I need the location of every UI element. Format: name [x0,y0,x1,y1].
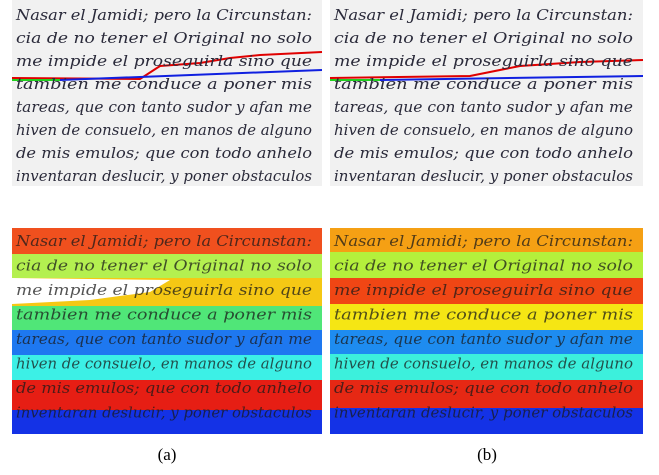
handwritten-line: tareas, que con tanto sudor y afan me [16,98,312,116]
handwritten-line: de mis emulos; que con todo anhelo [334,379,633,397]
handwritten-line: tambien me conduce a poner mis [16,306,312,324]
handwritten-line: me impide el proseguirla sino que [16,281,312,299]
handwritten-line: me impide el proseguirla sino que [334,52,633,70]
handwritten-line: hiven de consuelo, en manos de alguno [16,121,312,139]
baseline-blue [379,75,644,81]
band [12,254,322,278]
handwritten-line: tareas, que con tanto sudor y afan me [16,330,312,348]
band [330,278,643,304]
handwritten-line: tareas, que con tanto sudor y afan me [334,98,633,116]
caption: (a) [158,445,177,464]
band [12,410,322,434]
panel-a-segmentation [12,228,322,434]
handwritten-line: tambien me conduce a poner mis [16,75,312,93]
handwritten-line: cia de no tener el Original no solo [334,257,633,275]
handwritten-line: inventaran deslucir, y poner obstaculos [16,167,312,185]
baseline-blue [59,69,323,81]
handwritten-line: hiven de consuelo, en manos de alguno [334,121,633,139]
handwritten-line: inventaran deslucir, y poner obstaculos [16,404,312,422]
band [330,228,643,252]
handwritten-line: me impide el proseguirla sino que [334,281,633,299]
handwritten-line: me impide el proseguirla sino que [16,52,312,70]
handwritten-line: hiven de consuelo, en manos de alguno [16,355,312,373]
band [12,228,322,254]
baseline-red [329,59,644,79]
panel-b-original [330,0,643,186]
handwritten-line: inventaran deslucir, y poner obstaculos [334,404,633,422]
band [330,252,643,278]
handwritten-line: de mis emulos; que con todo anhelo [334,144,633,162]
handwritten-line: Nasar el Jamidi; pero la Circunstan: [15,6,312,24]
baseline-red [11,51,323,81]
handwritten-line: hiven de consuelo, en manos de alguno [334,355,633,373]
handwritten-line: de mis emulos; que con todo anhelo [16,144,312,162]
handwritten-line: tambien me conduce a poner mis [334,306,633,324]
gap [12,278,170,304]
handwritten-line: Nasar el Jamidi; pero la Circunstan: [333,232,633,250]
band [330,408,643,434]
handwritten-line: tareas, que con tanto sudor y afan me [334,330,633,348]
caption: (b) [477,445,497,464]
handwritten-line: inventaran deslucir, y poner obstaculos [334,167,633,185]
handwritten-line: cia de no tener el Original no solo [16,257,312,275]
band [330,304,643,330]
handwritten-line: cia de no tener el Original no solo [334,29,633,47]
band [12,380,322,410]
band [12,306,322,330]
band [330,354,643,380]
band [330,330,643,354]
band [12,355,322,380]
handwritten-line: cia de no tener el Original no solo [16,29,312,47]
handwritten-line: Nasar el Jamidi; pero la Circunstan: [333,6,633,24]
handwritten-line: tambien me conduce a poner mis [334,75,633,93]
band [330,380,643,408]
panel-a-original [12,0,322,186]
band [12,330,322,355]
panel-b-segmentation [330,228,643,434]
handwritten-line: de mis emulos; que con todo anhelo [16,379,312,397]
handwritten-line: Nasar el Jamidi; pero la Circunstan: [15,232,312,250]
